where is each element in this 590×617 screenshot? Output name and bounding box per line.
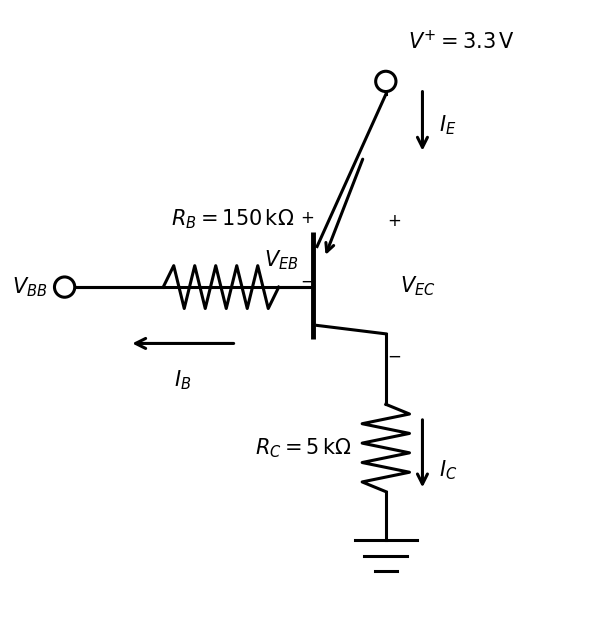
Text: $+$: $+$ (300, 210, 314, 227)
Text: $I_B$: $I_B$ (174, 369, 192, 392)
Text: $V_{EB}$: $V_{EB}$ (264, 248, 299, 271)
Text: $+$: $+$ (387, 213, 401, 230)
Text: $V^{+} = 3.3\,\mathrm{V}$: $V^{+} = 3.3\,\mathrm{V}$ (408, 30, 515, 53)
Text: $R_C = 5\,\mathrm{k}\Omega$: $R_C = 5\,\mathrm{k}\Omega$ (255, 436, 352, 460)
Text: $-$: $-$ (387, 348, 401, 365)
Text: $V_{BB}$: $V_{BB}$ (12, 275, 48, 299)
Text: $-$: $-$ (300, 273, 314, 290)
Text: $R_B = 150\,\mathrm{k}\Omega$: $R_B = 150\,\mathrm{k}\Omega$ (171, 207, 294, 231)
Text: $I_E$: $I_E$ (440, 114, 457, 137)
Text: $V_{EC}$: $V_{EC}$ (400, 274, 435, 298)
Text: $I_C$: $I_C$ (440, 458, 458, 482)
